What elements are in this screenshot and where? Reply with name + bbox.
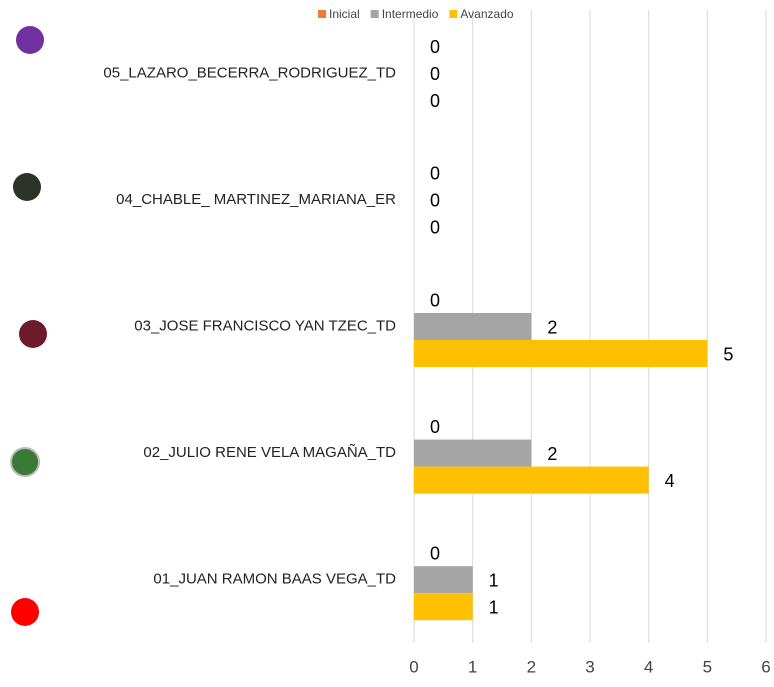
bar — [414, 593, 473, 621]
category-label: 04_CHABLE_ MARTINEZ_MARIANA_ER — [116, 191, 396, 208]
legend-label: Inicial — [329, 7, 360, 21]
x-tick-label: 3 — [585, 657, 594, 676]
data-label: 0 — [430, 290, 440, 310]
x-tick-label: 5 — [703, 657, 712, 676]
avatar-icon — [19, 320, 47, 348]
data-label: 0 — [430, 191, 440, 211]
bar — [414, 439, 532, 467]
category-label: 03_JOSE FRANCISCO YAN TZEC_TD — [134, 317, 396, 334]
avatar-icon — [10, 447, 40, 477]
category-label: 01_JUAN RAMON BAAS VEGA_TD — [153, 571, 396, 588]
category-label: 02_JULIO RENE VELA MAGAÑA_TD — [143, 444, 396, 461]
data-label: 2 — [547, 317, 557, 337]
data-label: 1 — [489, 597, 499, 617]
x-tick-label: 4 — [644, 657, 653, 676]
avatar-icon — [13, 173, 41, 201]
x-tick-label: 2 — [527, 657, 536, 676]
data-label: 5 — [723, 344, 733, 364]
data-label: 0 — [430, 417, 440, 437]
x-tick-label: 0 — [409, 657, 418, 676]
data-label: 0 — [430, 37, 440, 57]
data-label: 1 — [489, 570, 499, 590]
avatar-icon — [11, 598, 39, 626]
bar — [414, 313, 532, 340]
bar — [414, 466, 649, 494]
legend-label: Intermedio — [382, 7, 439, 21]
category-label: 05_LAZARO_BECERRA_RODRIGUEZ_TD — [103, 64, 396, 81]
data-label: 0 — [430, 64, 440, 84]
data-label: 0 — [430, 164, 440, 184]
data-label: 2 — [547, 444, 557, 464]
data-label: 0 — [430, 91, 440, 111]
bar — [414, 566, 473, 594]
legend-swatch — [370, 10, 379, 18]
data-label: 0 — [430, 218, 440, 238]
avatar-icon — [16, 26, 44, 54]
legend-label: Avanzado — [460, 7, 513, 21]
data-label: 4 — [665, 471, 675, 491]
x-tick-label: 6 — [761, 657, 770, 676]
legend-swatch — [449, 10, 458, 18]
bar — [414, 340, 708, 367]
data-label: 0 — [430, 543, 440, 563]
x-tick-label: 1 — [468, 657, 477, 676]
legend-swatch — [318, 10, 326, 18]
